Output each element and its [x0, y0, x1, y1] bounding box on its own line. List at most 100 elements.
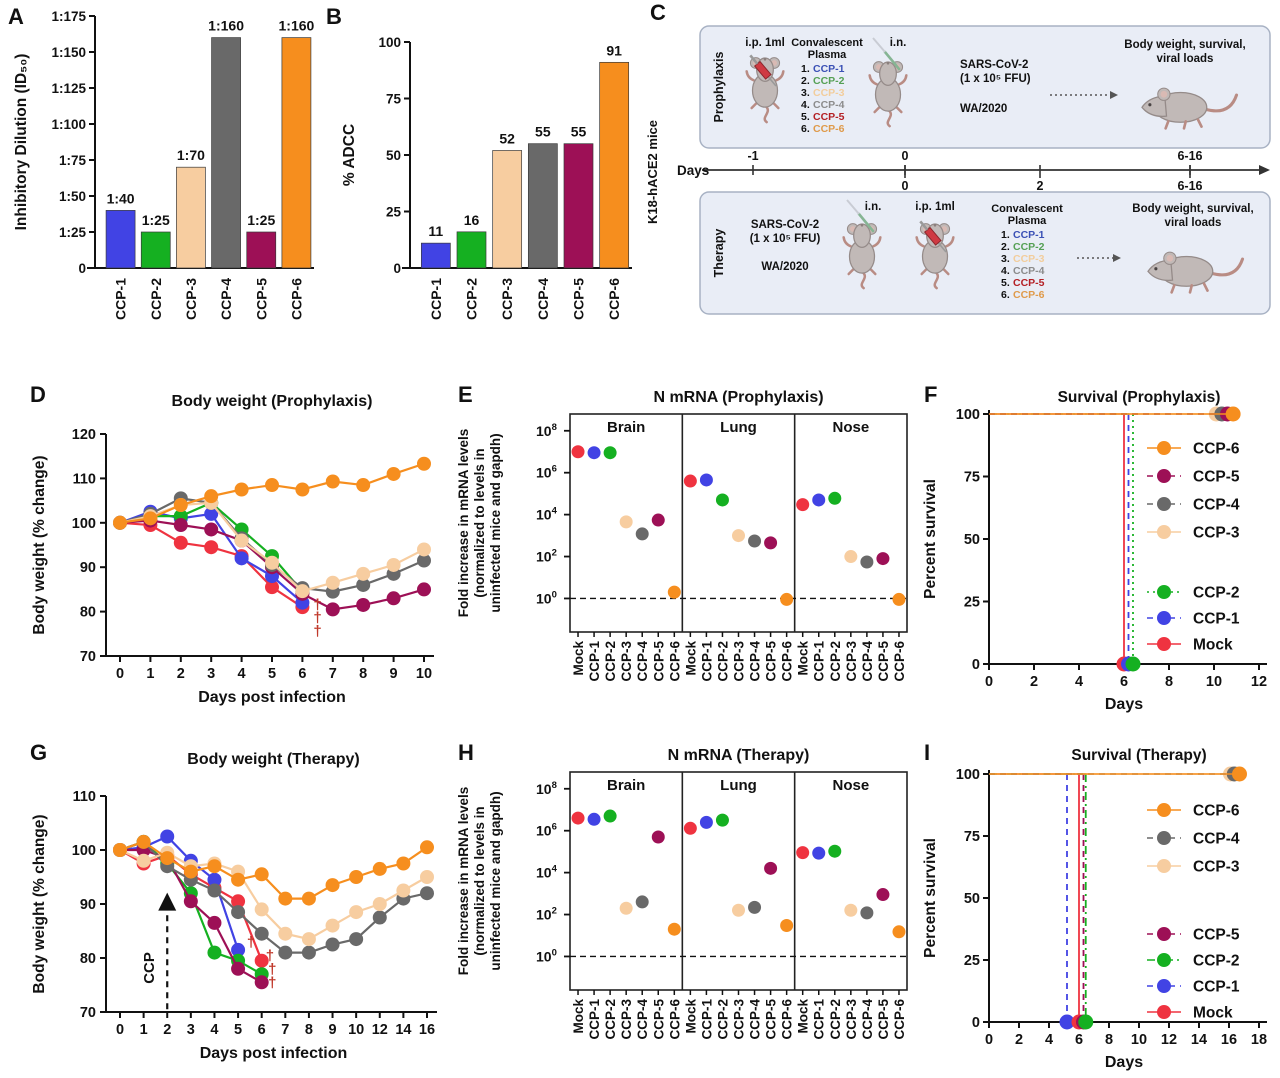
x-category-label: CCP-6 [892, 999, 907, 1040]
panel-letter-e: E [458, 382, 473, 407]
x-tick-label: 1 [146, 666, 154, 682]
x-tick-label: 16 [1221, 1032, 1237, 1048]
data-point-CCP-4 [372, 910, 387, 925]
y-tick-label: 90 [80, 560, 96, 576]
panel-a-bar-chart: 0 1:25 1:50 1:75 1:100 1:125 1:150 1:175 Inhibit… [13, 9, 315, 320]
legend-label: CCP-2 [1193, 585, 1240, 602]
x-category-label: CCP-3 [732, 641, 747, 682]
syringe-use [919, 220, 947, 253]
x-category-label: CCP-6 [780, 641, 795, 682]
y-tick-label: 25 [964, 953, 980, 969]
data-point-CCP-4 [254, 926, 269, 941]
data-point-CCP-1 [234, 551, 249, 566]
bar-value-label: 1:25 [142, 212, 170, 228]
x-tick-label: 2 [177, 666, 185, 682]
y-tick-label: 0 [972, 657, 980, 673]
legend-entry-CCP-5: CCP-5 [1147, 927, 1240, 944]
y-tick-label: 1:75 [59, 153, 87, 168]
plasma-item-CCP-2: CCP-2 [1013, 241, 1045, 253]
section-label-Lung: Lung [720, 419, 757, 436]
timeline-tick-below: 6-16 [1177, 179, 1202, 193]
death-dagger: † [313, 610, 321, 627]
y-tick-label: 1:50 [59, 189, 86, 204]
bar-value-label: 55 [571, 124, 587, 140]
syringe-icon [919, 220, 947, 253]
y-tick-label: 102 [536, 548, 557, 565]
data-point-CCP-5 [183, 894, 198, 909]
timeline-tick-below: 0 [902, 179, 909, 193]
section-label-Lung: Lung [720, 777, 757, 794]
legend-entry-CCP-6: CCP-6 [1147, 441, 1240, 458]
data-point-CCP-6 [278, 891, 293, 906]
x-category-label: CCP-6 [667, 999, 682, 1040]
data-point-CCP-5 [254, 975, 269, 990]
bar-value-label: 55 [535, 124, 551, 140]
protocol-box [699, 25, 1271, 149]
data-point-CCP-4 [301, 945, 316, 960]
panel-letter-a: A [8, 4, 24, 29]
x-axis-title: Days post infection [200, 1045, 348, 1062]
data-point-CCP-6 [325, 474, 340, 489]
data-point-CCP-6 [113, 843, 127, 857]
data-point-CCP-6 [386, 466, 401, 481]
y-tick-label: 110 [73, 471, 96, 487]
legend-label: CCP-6 [1193, 803, 1240, 820]
x-axis-title: Days [1105, 1054, 1143, 1071]
data-point-CCP-6 [204, 489, 219, 504]
legend-entry-CCP-2: CCP-2 [1147, 953, 1240, 970]
data-point-CCP-3 [136, 853, 151, 868]
data-point-CCP-3 [301, 932, 316, 947]
x-tick-label: 10 [348, 1022, 364, 1038]
plasma-item-number: 3. [801, 87, 810, 99]
y-tick-label: 0 [393, 261, 401, 276]
data-point-Brain-CCP-4 [635, 895, 649, 909]
x-category-label: CCP-6 [606, 278, 622, 320]
bar-CCP-5 [563, 143, 594, 269]
y-tick-label: 75 [386, 92, 402, 107]
data-point-Lung-CCP-1 [699, 815, 713, 829]
plasma-item-CCP-6: CCP-6 [1013, 289, 1045, 301]
data-point-Lung-CCP-6 [780, 592, 794, 606]
x-axis-title: Days post infection [198, 689, 346, 706]
data-point-CCP-6 [325, 878, 340, 893]
x-category-label: CCP-6 [780, 999, 795, 1040]
bar-value-label: 1:40 [107, 190, 135, 206]
x-category-label: Mock [796, 999, 811, 1034]
y-axis-title-line: Fold increase in mRNA levels [456, 429, 471, 618]
x-category-label: CCP-3 [499, 278, 515, 320]
endpoint-marker-CCP-6 [1225, 406, 1241, 422]
x-category-label: CCP-3 [619, 999, 634, 1040]
data-point-Brain-CCP-1 [587, 812, 601, 826]
plasma-item-number: 6. [801, 123, 810, 135]
bar-CCP-5 [246, 231, 277, 269]
plasma-item-number: 3. [1001, 253, 1010, 265]
days-label: Days [677, 163, 709, 178]
x-category-label: CCP-2 [828, 999, 843, 1040]
data-point-Mock [204, 540, 219, 555]
death-dagger: † [313, 596, 321, 613]
row-label-prophylaxis: Prophylaxis [712, 52, 726, 123]
x-tick-label: 7 [281, 1022, 289, 1038]
y-tick-label: 0 [78, 261, 86, 276]
data-point-CCP-3 [325, 918, 340, 933]
y-tick-label: 75 [964, 470, 980, 486]
legend-entry-CCP-3: CCP-3 [1147, 525, 1240, 542]
data-point-CCP-6 [349, 870, 364, 884]
row-label-therapy: Therapy [712, 229, 726, 278]
data-point-Brain-CCP-3 [619, 515, 633, 529]
y-tick-label: 104 [536, 864, 558, 881]
x-category-label: Mock [683, 999, 698, 1034]
data-point-CCP-4 [349, 932, 364, 947]
data-point-CCP-4 [420, 886, 434, 901]
y-tick-label: 1:150 [51, 45, 86, 60]
x-category-label: CCP-1 [587, 999, 602, 1040]
x-category-label: CCP-2 [603, 641, 618, 682]
panel-letter-g: G [30, 740, 48, 765]
nasal-dropper-icon [846, 199, 875, 233]
x-category-label: CCP-6 [892, 641, 907, 682]
data-point-CCP-6 [417, 456, 431, 471]
data-point-CCP-5 [231, 961, 246, 976]
bar-CCP-1 [105, 210, 136, 269]
x-tick-label: 4 [238, 666, 246, 682]
nasal-dropper-icon [872, 37, 901, 71]
